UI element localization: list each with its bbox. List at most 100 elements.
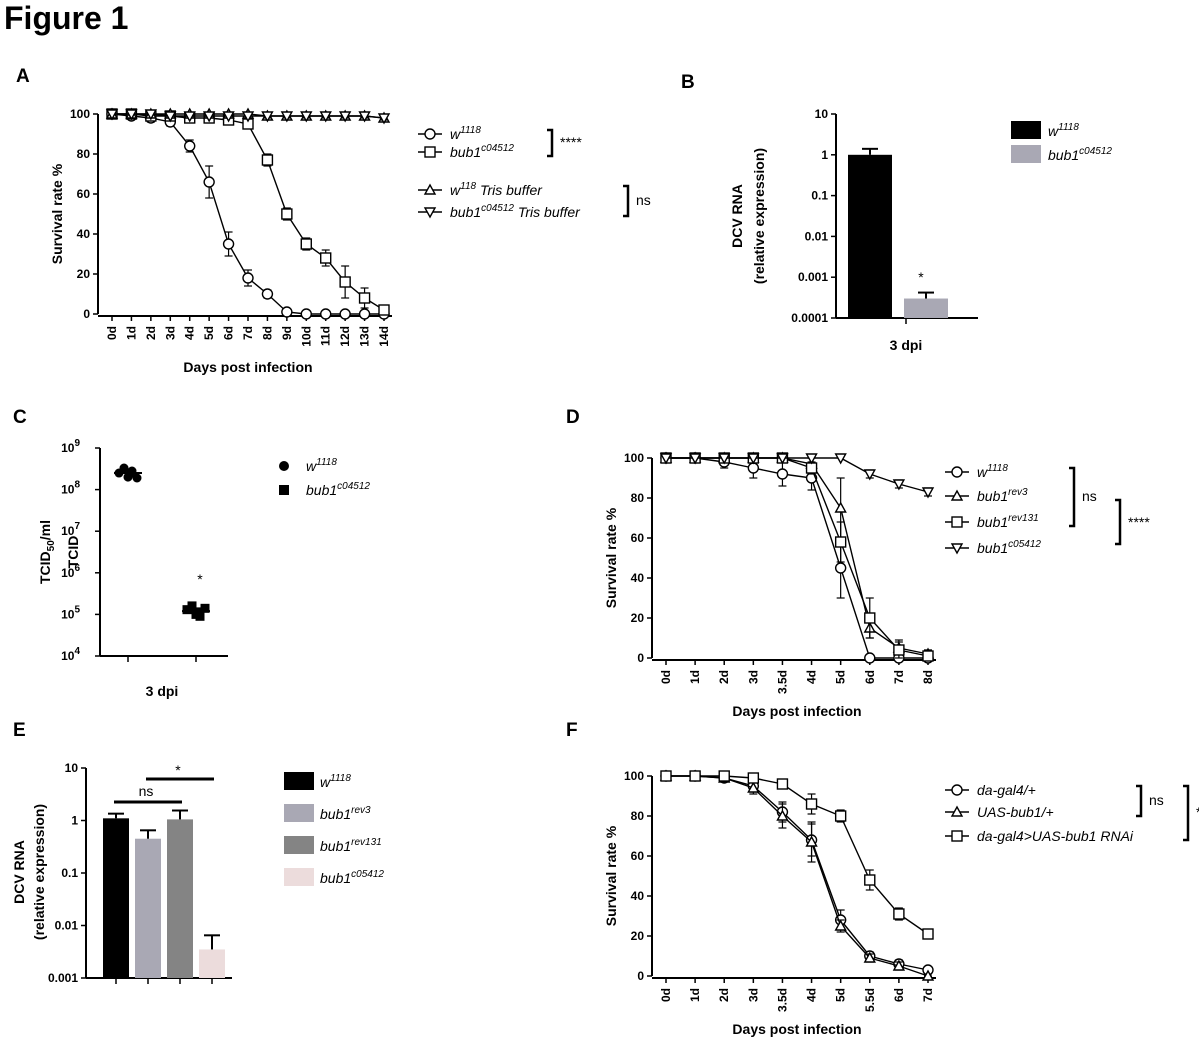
panel-d-point: [834, 453, 847, 465]
panel-b-y-axis-label: (relative expression): [751, 148, 767, 284]
panel-f-legend-marker: [951, 830, 963, 842]
panel-d-point: [864, 612, 876, 624]
panel-d-y-tick-label: 20: [631, 611, 645, 625]
panel-a-point: [183, 111, 196, 123]
panel-f-x-tick-label: 3.5d: [775, 988, 789, 1012]
panel-a-legend-label: w118 Tris buffer: [450, 181, 543, 198]
panel-d-x-tick-label: 3.5d: [775, 670, 789, 694]
panel-f-series-line: [666, 775, 929, 935]
panel-e-y-tick-label: 0.1: [61, 866, 78, 880]
panel-e-y-tick-label: 0.001: [48, 971, 78, 985]
panel-f-legend-marker: [950, 805, 964, 817]
panel-a-legend-label: bub1c04512 Tris buffer: [450, 203, 581, 220]
panel-a-point: [222, 238, 235, 250]
panel-d-point: [834, 536, 847, 548]
panel-b-bar: [904, 298, 948, 318]
panel-f-legend-label: UAS-bub1/+: [977, 804, 1054, 820]
panel-label-c: C: [13, 407, 27, 428]
panel-f-point: [747, 772, 760, 784]
panel-a-point: [300, 308, 312, 320]
panel-c-point: [187, 601, 197, 611]
panel-f-point: [689, 770, 701, 782]
panel-a-y-axis-label: Survival rate %: [49, 163, 65, 264]
panel-a-point: [339, 276, 351, 288]
panel-e-legend-swatch: [284, 836, 314, 854]
panel-f-series-line: [666, 775, 929, 977]
panel-f-point: [805, 798, 818, 810]
panel-a-point: [320, 308, 332, 320]
panel-f-x-tick-label: 6d: [892, 988, 906, 1002]
panel-c-point: [132, 473, 142, 483]
panel-d-sig-bracket: [1069, 466, 1076, 528]
panel-label-b: B: [681, 72, 695, 93]
panel-a-x-tick-label: 0d: [105, 326, 119, 340]
panel-label-d: D: [566, 407, 580, 428]
panel-a-y-tick-label: 20: [77, 267, 91, 281]
panel-a-point: [202, 111, 216, 123]
panel-a-point: [300, 111, 313, 123]
panel-f-point: [921, 969, 935, 981]
panel-a-point: [358, 308, 371, 320]
panel-e-legend-label: w1118: [320, 773, 351, 790]
panel-a-point: [261, 154, 274, 166]
panel-d-point: [892, 479, 906, 491]
panel-b-legend-swatch: [1011, 121, 1041, 139]
panel-b-x-axis-label: 3 dpi: [890, 337, 923, 353]
panel-f-point: [747, 781, 760, 793]
panel-d-sig-label: ****: [1128, 514, 1150, 530]
panel-label-f: F: [566, 720, 578, 741]
panel-f-y-tick-label: 100: [624, 769, 644, 783]
panel-a-x-tick-label: 4d: [183, 326, 197, 340]
panel-f-x-tick-label: 5.5d: [863, 988, 877, 1012]
panel-a-legend-marker: [424, 128, 436, 140]
panel-a-x-tick-label: 10d: [299, 326, 313, 347]
panel-a-point: [300, 238, 312, 250]
panel-d-legend-marker: [951, 466, 963, 478]
panel-d-x-tick-label: 0d: [659, 670, 673, 684]
panel-a-point: [261, 288, 274, 300]
panel-f-y-tick-label: 60: [631, 849, 645, 863]
panel-a-y-tick-label: 60: [77, 187, 91, 201]
panel-c-point: [200, 603, 210, 613]
panel-d-sig-label: ns: [1082, 488, 1097, 504]
panel-f-point: [776, 778, 789, 790]
panel-a-x-tick-label: 1d: [124, 326, 138, 340]
panel-a-x-tick-label: 13d: [358, 326, 372, 347]
panel-f-sig-bracket: [1136, 784, 1143, 818]
panel-d-series-line: [666, 457, 929, 657]
panel-a-y-tick-label: 40: [77, 227, 91, 241]
panel-c-y-tick-label: 106: [61, 563, 80, 580]
panel-a-point: [338, 111, 352, 123]
panel-d-point: [718, 453, 731, 465]
panel-f-x-tick-label: 5d: [834, 988, 848, 1002]
panel-f-point: [718, 770, 730, 782]
panel-a-point: [319, 111, 332, 123]
panel-d-point: [834, 501, 847, 513]
panel-c-sig-label: *: [197, 571, 203, 587]
panel-d-point: [747, 462, 760, 474]
panel-a-legend-marker: [423, 183, 437, 195]
panel-a-point: [222, 111, 235, 123]
panel-a-x-tick-label: 2d: [144, 326, 158, 340]
panel-a-point: [144, 109, 158, 121]
panel-d-point: [863, 469, 876, 481]
panel-a-point: [164, 111, 177, 123]
panel-a-x-tick-label: 14d: [377, 326, 391, 347]
panel-c-y-tick-label: 105: [61, 604, 80, 621]
panel-b-y-tick-label: 1: [821, 148, 828, 162]
panel-a-y-tick-label: 0: [83, 307, 90, 321]
panel-c-point: [182, 605, 192, 615]
panel-b-y-axis-label: DCV RNA: [729, 184, 745, 248]
panel-b-sig-label: *: [918, 269, 924, 285]
panel-f-point: [776, 809, 789, 821]
panel-d-point: [805, 453, 818, 465]
panel-f-point: [863, 951, 876, 963]
panel-f-point: [892, 959, 906, 971]
panel-d-y-tick-label: 80: [631, 491, 645, 505]
panel-e-bar: [135, 838, 161, 978]
panel-f-point: [805, 835, 818, 847]
panel-f-y-tick-label: 20: [631, 929, 645, 943]
panel-a-x-tick-label: 8d: [260, 326, 274, 340]
panel-a-point: [203, 176, 215, 188]
panel-d-point: [776, 453, 789, 465]
